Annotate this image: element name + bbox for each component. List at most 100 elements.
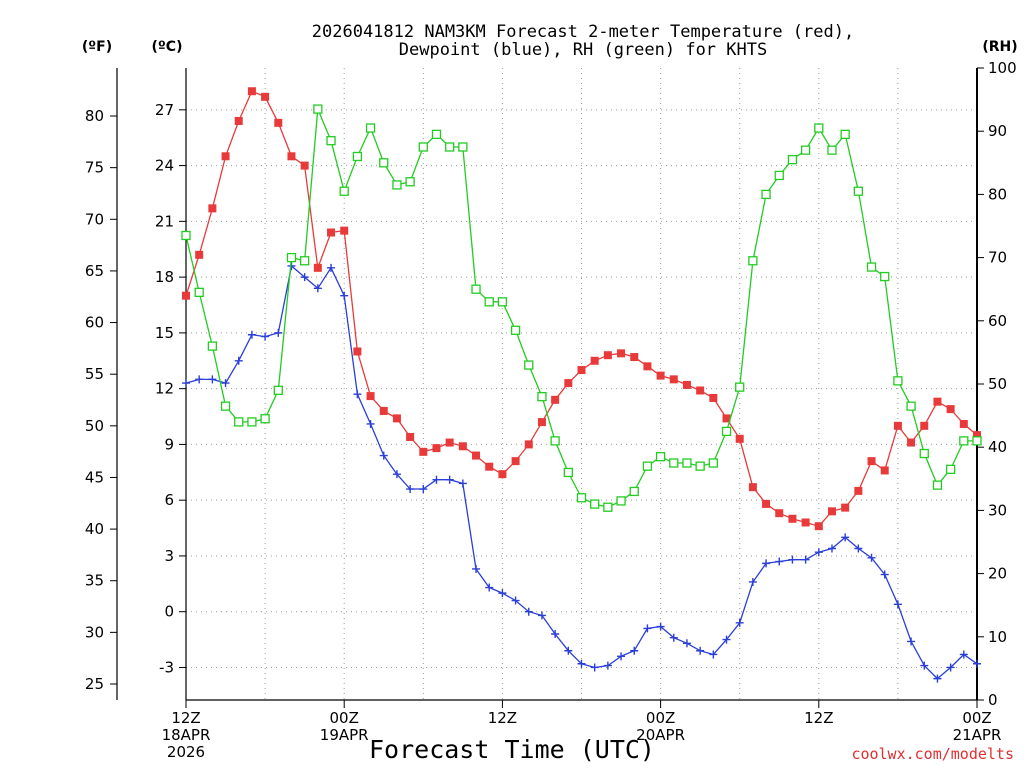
dewpoint-point [247, 330, 256, 339]
time-tick-label: 19APR [320, 726, 369, 744]
rh-point [853, 186, 863, 196]
rh-point [524, 360, 534, 370]
temperature-point [788, 514, 797, 523]
rh-point [497, 297, 508, 307]
temperature-point [287, 152, 296, 161]
chart-title-line-1: 2026041812 NAM3KM Forecast 2-meter Tempe… [312, 22, 854, 42]
temperature-point [406, 432, 415, 441]
dewpoint-point [709, 650, 718, 659]
temperature-point [498, 470, 507, 479]
rh-point [972, 436, 982, 446]
temperature-point [814, 522, 823, 531]
rh-point [471, 284, 481, 294]
rh-point [431, 129, 442, 140]
fahrenheit-unit-label: (ºF) [82, 39, 112, 55]
temperature-point [379, 406, 388, 415]
rh-point [616, 496, 626, 506]
temperature-point [603, 351, 612, 360]
temperature-point [867, 457, 876, 466]
temperature-point [748, 483, 757, 492]
temperature-point [656, 371, 665, 380]
rh-point [313, 104, 323, 114]
credit-label: coolwx.com/modelts [851, 745, 1014, 763]
rh-point [445, 142, 455, 152]
dewpoint-point [617, 652, 626, 661]
dewpoint-point [893, 600, 902, 609]
rh-tick-label: 80 [988, 185, 1007, 203]
temperature-point [854, 486, 863, 495]
temperature-point [247, 87, 256, 96]
time-tick-label: 21APR [953, 726, 1002, 744]
temperature-point [551, 395, 560, 404]
rh-tick-label: 100 [988, 59, 1017, 77]
dewpoint-series-line [185, 264, 978, 680]
dewpoint-point [340, 291, 349, 300]
temperature-point [472, 451, 481, 460]
temperature-point [392, 414, 401, 423]
rh-point [708, 458, 718, 468]
temperature-point [366, 392, 375, 401]
temperature-point [933, 397, 942, 406]
time-tick-label: 00Z [330, 709, 359, 727]
rh-point [629, 486, 639, 497]
dewpoint-point [274, 328, 283, 337]
dewpoint-point [827, 544, 836, 553]
rh-point [260, 414, 270, 424]
fahrenheit-tick-label: 30 [85, 623, 104, 641]
fahrenheit-tick-label: 50 [85, 417, 104, 435]
rh-tick-label: 90 [988, 122, 1007, 140]
dewpoint-point [379, 451, 388, 460]
rh-tick-label: 40 [988, 438, 1007, 456]
rh-point [563, 467, 573, 478]
rh-point [537, 391, 547, 402]
celsius-tick-label: 3 [164, 547, 174, 565]
rh-tick-label: 20 [988, 565, 1007, 583]
rh-point [959, 436, 969, 446]
dewpoint-point [432, 475, 441, 484]
temperature-point [920, 421, 929, 430]
rh-point [273, 385, 283, 395]
fahrenheit-tick-label: 55 [85, 365, 104, 383]
temperature-point [669, 375, 678, 384]
rh-point [326, 136, 336, 146]
temperature-point [617, 349, 626, 358]
rh-point [379, 158, 389, 168]
rh-point [590, 499, 600, 509]
dewpoint-point [735, 618, 744, 627]
temperature-point [907, 438, 916, 447]
dewpoint-point [511, 596, 520, 605]
fahrenheit-tick-label: 25 [85, 675, 104, 693]
dewpoint-point [406, 485, 415, 494]
dewpoint-point [959, 650, 968, 659]
dewpoint-point [669, 633, 678, 642]
dewpoint-point [182, 379, 190, 388]
dewpoint-point [630, 646, 639, 655]
temperature-point [511, 457, 520, 466]
dewpoint-point [472, 564, 481, 573]
dewpoint-point [537, 611, 546, 620]
celsius-tick-label: 9 [164, 435, 174, 453]
temperature-point [775, 509, 784, 518]
dewpoint-point [524, 607, 533, 616]
temperature-point [524, 440, 533, 449]
rh-point [365, 123, 376, 133]
rh-point [247, 417, 257, 427]
rh-point [194, 287, 204, 298]
dewpoint-point [946, 663, 955, 672]
rh-point [774, 170, 784, 181]
rh-point [550, 436, 560, 446]
rh-unit-label: (RH) [982, 39, 1017, 55]
dewpoint-point [327, 263, 336, 272]
temperature-point [313, 263, 322, 272]
rh-point [893, 376, 903, 386]
dewpoint-point [590, 663, 599, 672]
chart-title-line-2: Dewpoint (blue), RH (green) for KHTS [399, 40, 767, 60]
rh-point [234, 417, 244, 427]
dewpoint-point [485, 583, 494, 592]
fahrenheit-tick-label: 65 [85, 262, 104, 280]
dewpoint-point [577, 659, 586, 668]
time-tick-label: 00Z [646, 709, 675, 727]
temperature-point [893, 421, 902, 430]
temperature-point [458, 442, 467, 451]
